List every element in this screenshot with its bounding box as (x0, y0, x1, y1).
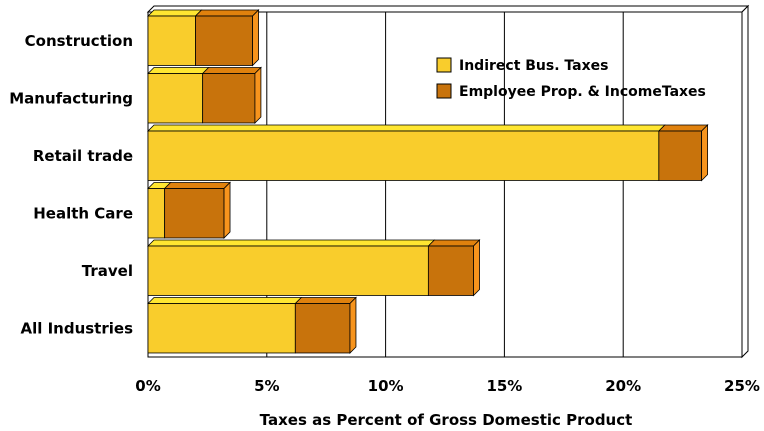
bar-segment (164, 188, 225, 239)
bar-segment (147, 73, 204, 124)
bar-top-face (427, 239, 481, 247)
bar-top-face (194, 9, 260, 17)
bar-end-face (223, 181, 231, 239)
bar-top-face (147, 9, 203, 17)
legend: Indirect Bus. Taxes Employee Prop. & Inco… (436, 57, 706, 100)
bar-top-face (147, 124, 666, 132)
x-tick-label: 5% (254, 377, 279, 395)
category-labels: Construction Manufacturing Retail trade Hea… (9, 32, 133, 338)
bar-top-face (147, 297, 303, 304)
bar-segment (427, 245, 474, 296)
bar-segment (147, 130, 660, 181)
bars (147, 9, 709, 354)
bar-end-face (349, 296, 357, 354)
bar-segment (195, 15, 253, 66)
bar-end-face (254, 66, 262, 124)
bar-segment (147, 245, 429, 296)
bar-end-face (701, 124, 709, 182)
legend-label: Indirect Bus. Taxes (459, 58, 608, 74)
category-label: All Industries (20, 319, 133, 337)
plot-right-edge (741, 4, 749, 359)
legend-swatch (436, 57, 452, 73)
bar-end-face (473, 239, 480, 297)
bar-top-face (657, 124, 709, 132)
legend-label: Employee Prop. & IncomeTaxes (459, 84, 706, 100)
category-label: Construction (25, 32, 133, 50)
bar-top-face (294, 297, 357, 304)
x-axis-label: Taxes as Percent of Gross Domestic Produ… (260, 411, 633, 429)
bar-segment (202, 73, 256, 124)
bar-segment (658, 130, 703, 181)
category-label: Travel (82, 262, 133, 280)
bar-top-face (147, 67, 210, 74)
x-tick-label: 15% (486, 377, 522, 395)
x-tick-label: 0% (135, 377, 160, 395)
x-tick-label: 10% (368, 377, 404, 395)
bar-top-face (201, 67, 262, 74)
category-label: Health Care (33, 204, 133, 222)
bar-top-face (147, 239, 436, 247)
bar-segment (147, 303, 296, 354)
bar-segment (294, 303, 351, 354)
bar-segment (147, 15, 196, 66)
bar-top-face (163, 182, 231, 189)
category-label: Retail trade (33, 147, 133, 165)
x-tick-label: 25% (724, 377, 760, 395)
legend-swatch (436, 83, 452, 99)
bar-end-face (252, 9, 259, 67)
category-label: Manufacturing (9, 89, 133, 107)
x-tick-labels: 0% 5% 10% 15% 20% 25% (135, 377, 760, 395)
x-tick-label: 20% (605, 377, 641, 395)
bar-segment (147, 188, 166, 239)
